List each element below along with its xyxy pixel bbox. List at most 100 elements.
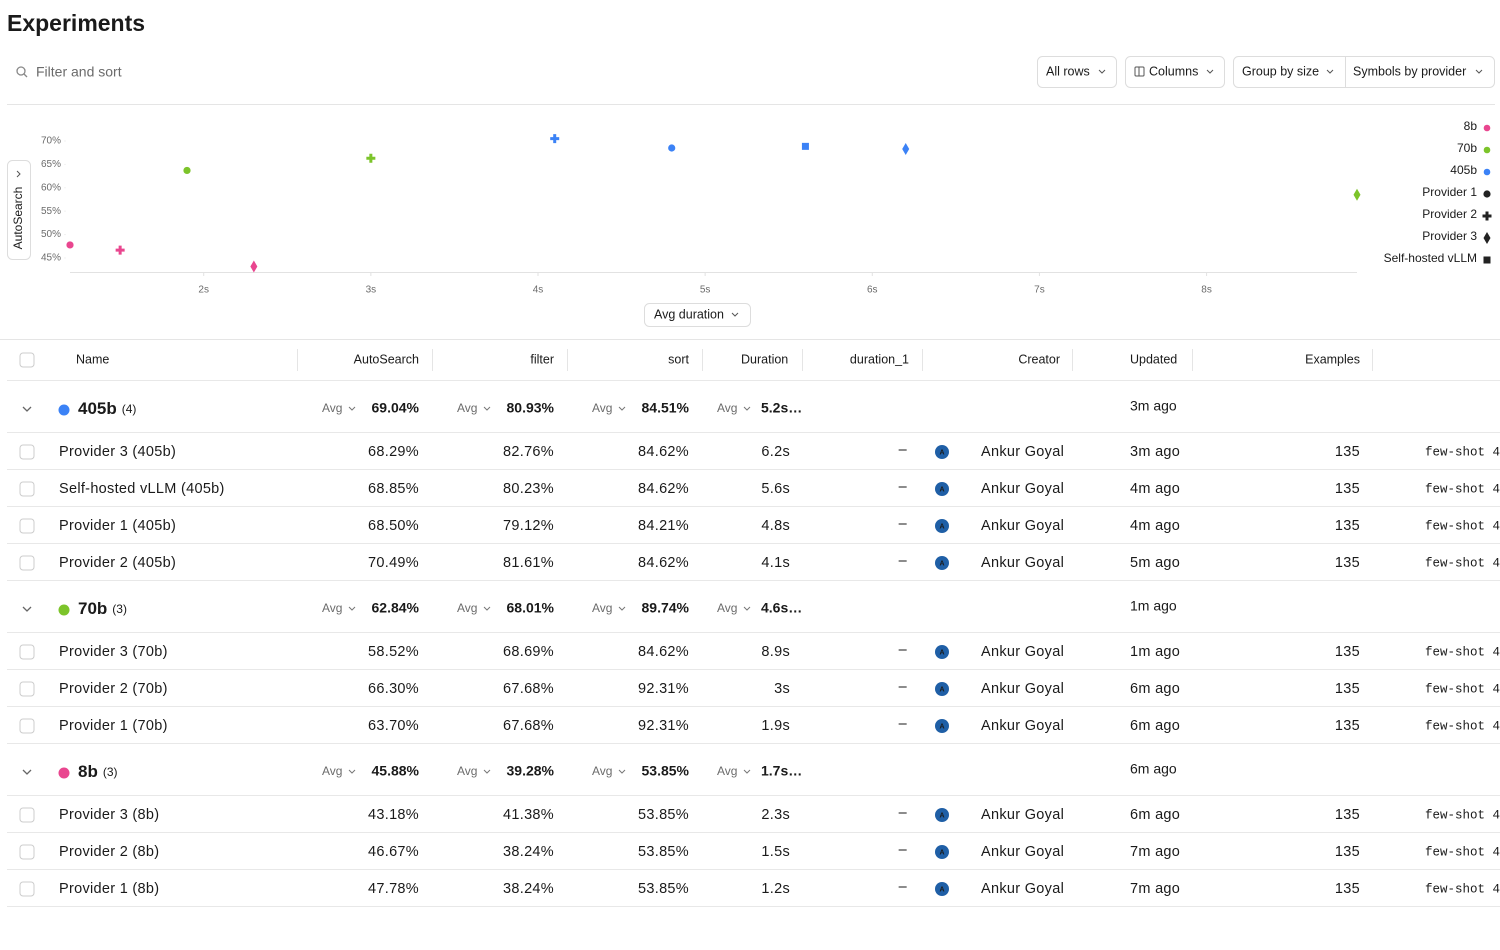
point — [801, 142, 809, 150]
column-header[interactable]: sort — [668, 352, 689, 366]
avg-label[interactable]: Avg — [592, 401, 612, 415]
group-name: 70b — [78, 599, 107, 618]
cell: 67.68% — [503, 718, 554, 734]
cell: Ankur Goyal — [981, 681, 1064, 697]
legend-symbol — [1482, 211, 1492, 221]
column-header[interactable]: Examples — [1305, 352, 1360, 366]
checkbox[interactable] — [19, 718, 35, 734]
avg-label[interactable]: Avg — [592, 601, 612, 615]
cell: 84.62% — [638, 481, 689, 497]
cell: – — [899, 879, 908, 895]
search-placeholder[interactable]: Filter and sort — [36, 64, 122, 80]
cell: 68.50% — [368, 518, 419, 534]
cell: few-shot 4b — [1425, 482, 1500, 496]
avg-label[interactable]: Avg — [322, 764, 342, 778]
avg-label[interactable]: Avg — [717, 401, 737, 415]
avg-label[interactable]: Avg — [717, 601, 737, 615]
checkbox[interactable] — [19, 807, 35, 823]
button-label[interactable]: All rows — [1046, 64, 1090, 78]
checkbox[interactable] — [19, 444, 35, 460]
avg-label[interactable]: Avg — [322, 601, 342, 615]
experiment-name[interactable]: Provider 3 (70b) — [59, 644, 168, 660]
checkbox[interactable] — [19, 881, 35, 897]
avatar-initial: A — [939, 649, 944, 656]
checkbox[interactable] — [19, 518, 35, 534]
column-header[interactable]: Creator — [1018, 352, 1060, 366]
cell: 92.31% — [638, 718, 689, 734]
axis-button[interactable] — [644, 303, 751, 327]
checkbox[interactable] — [19, 644, 35, 660]
expand-chevron[interactable] — [22, 406, 32, 412]
button-label[interactable]: Columns — [1149, 64, 1198, 78]
legend-swatch — [1483, 146, 1491, 154]
checkbox[interactable] — [19, 681, 35, 697]
avg-label[interactable]: Avg — [592, 764, 612, 778]
column-header[interactable]: duration_1 — [850, 352, 909, 366]
y-axis-title[interactable]: AutoSearch — [11, 187, 25, 250]
x-tick-label: 4s — [533, 285, 544, 296]
cell: 68.29% — [368, 444, 419, 460]
experiment-name[interactable]: Provider 1 (8b) — [59, 881, 159, 897]
x-axis-selector[interactable]: Avg duration — [644, 303, 751, 327]
avg-label[interactable]: Avg — [457, 401, 477, 415]
chevron — [618, 406, 626, 411]
checkbox[interactable] — [19, 844, 35, 860]
checkbox[interactable] — [19, 481, 35, 497]
group-name: 70b (3) — [78, 599, 127, 618]
avatar-initial: A — [939, 523, 944, 530]
x-tick-label: 6s — [867, 285, 878, 296]
chevron — [743, 406, 751, 411]
button-label[interactable]: Group by size — [1242, 64, 1319, 78]
experiment-name[interactable]: Provider 2 (70b) — [59, 681, 168, 697]
experiment-name[interactable]: Provider 1 (70b) — [59, 718, 168, 734]
column-header[interactable]: Duration — [741, 352, 788, 366]
legend-label: 8b — [1464, 119, 1478, 133]
column-header[interactable]: Updated — [1130, 352, 1177, 366]
legend-label: 70b — [1457, 141, 1477, 155]
cell: Ankur Goyal — [981, 644, 1064, 660]
experiment-name[interactable]: Provider 1 (405b) — [59, 518, 176, 534]
avg-label[interactable]: Avg — [457, 601, 477, 615]
column-header[interactable]: filter — [530, 352, 554, 366]
y-axis-selector[interactable]: AutoSearch — [7, 160, 31, 260]
experiment-name[interactable]: Provider 3 (8b) — [59, 807, 159, 823]
experiment-name[interactable]: Provider 2 (405b) — [59, 555, 176, 571]
cell: 135 — [1335, 807, 1360, 823]
search[interactable]: Filter and sort — [16, 64, 122, 80]
avg-label[interactable]: Avg — [457, 764, 477, 778]
expand-chevron[interactable] — [22, 606, 32, 612]
cell: 1.2s — [761, 881, 790, 897]
button-frame[interactable] — [1037, 56, 1117, 88]
y-tick-label: 65% — [41, 159, 61, 170]
avg-label[interactable]: Avg — [717, 764, 737, 778]
cell: – — [899, 442, 908, 458]
expand-chevron[interactable] — [22, 769, 32, 775]
column-header[interactable]: Name — [76, 352, 109, 366]
cell: 5m ago — [1130, 555, 1180, 571]
x-axis-title[interactable]: Avg duration — [654, 307, 724, 321]
cell: 53.85% — [638, 881, 689, 897]
avatar-initial: A — [939, 686, 944, 693]
cell: 84.62% — [638, 555, 689, 571]
search-icon — [16, 66, 26, 76]
avg-label[interactable]: Avg — [322, 401, 342, 415]
experiment-name[interactable]: Self-hosted vLLM (405b) — [59, 481, 225, 497]
button-label[interactable]: Symbols by provider — [1353, 64, 1466, 78]
experiment-name[interactable]: Provider 3 (405b) — [59, 444, 176, 460]
avatar-initial: A — [939, 723, 944, 730]
experiment-name[interactable]: Provider 2 (8b) — [59, 844, 159, 860]
group-name: 8b (3) — [78, 762, 118, 781]
axis-button[interactable] — [7, 160, 31, 260]
group-updated: 6m ago — [1130, 761, 1177, 777]
cell: – — [899, 805, 908, 821]
group-average: 4.6s… — [761, 600, 802, 616]
button-frame[interactable] — [1233, 56, 1495, 88]
checkbox[interactable] — [19, 555, 35, 571]
button-frame[interactable] — [1125, 56, 1225, 88]
cell: 6.2s — [761, 444, 790, 460]
cell: – — [899, 842, 908, 858]
column-header[interactable]: AutoSearch — [354, 352, 419, 366]
checkbox[interactable] — [19, 352, 35, 368]
cell: few-shot 4b — [1425, 519, 1500, 533]
group-name: 8b — [78, 762, 98, 781]
